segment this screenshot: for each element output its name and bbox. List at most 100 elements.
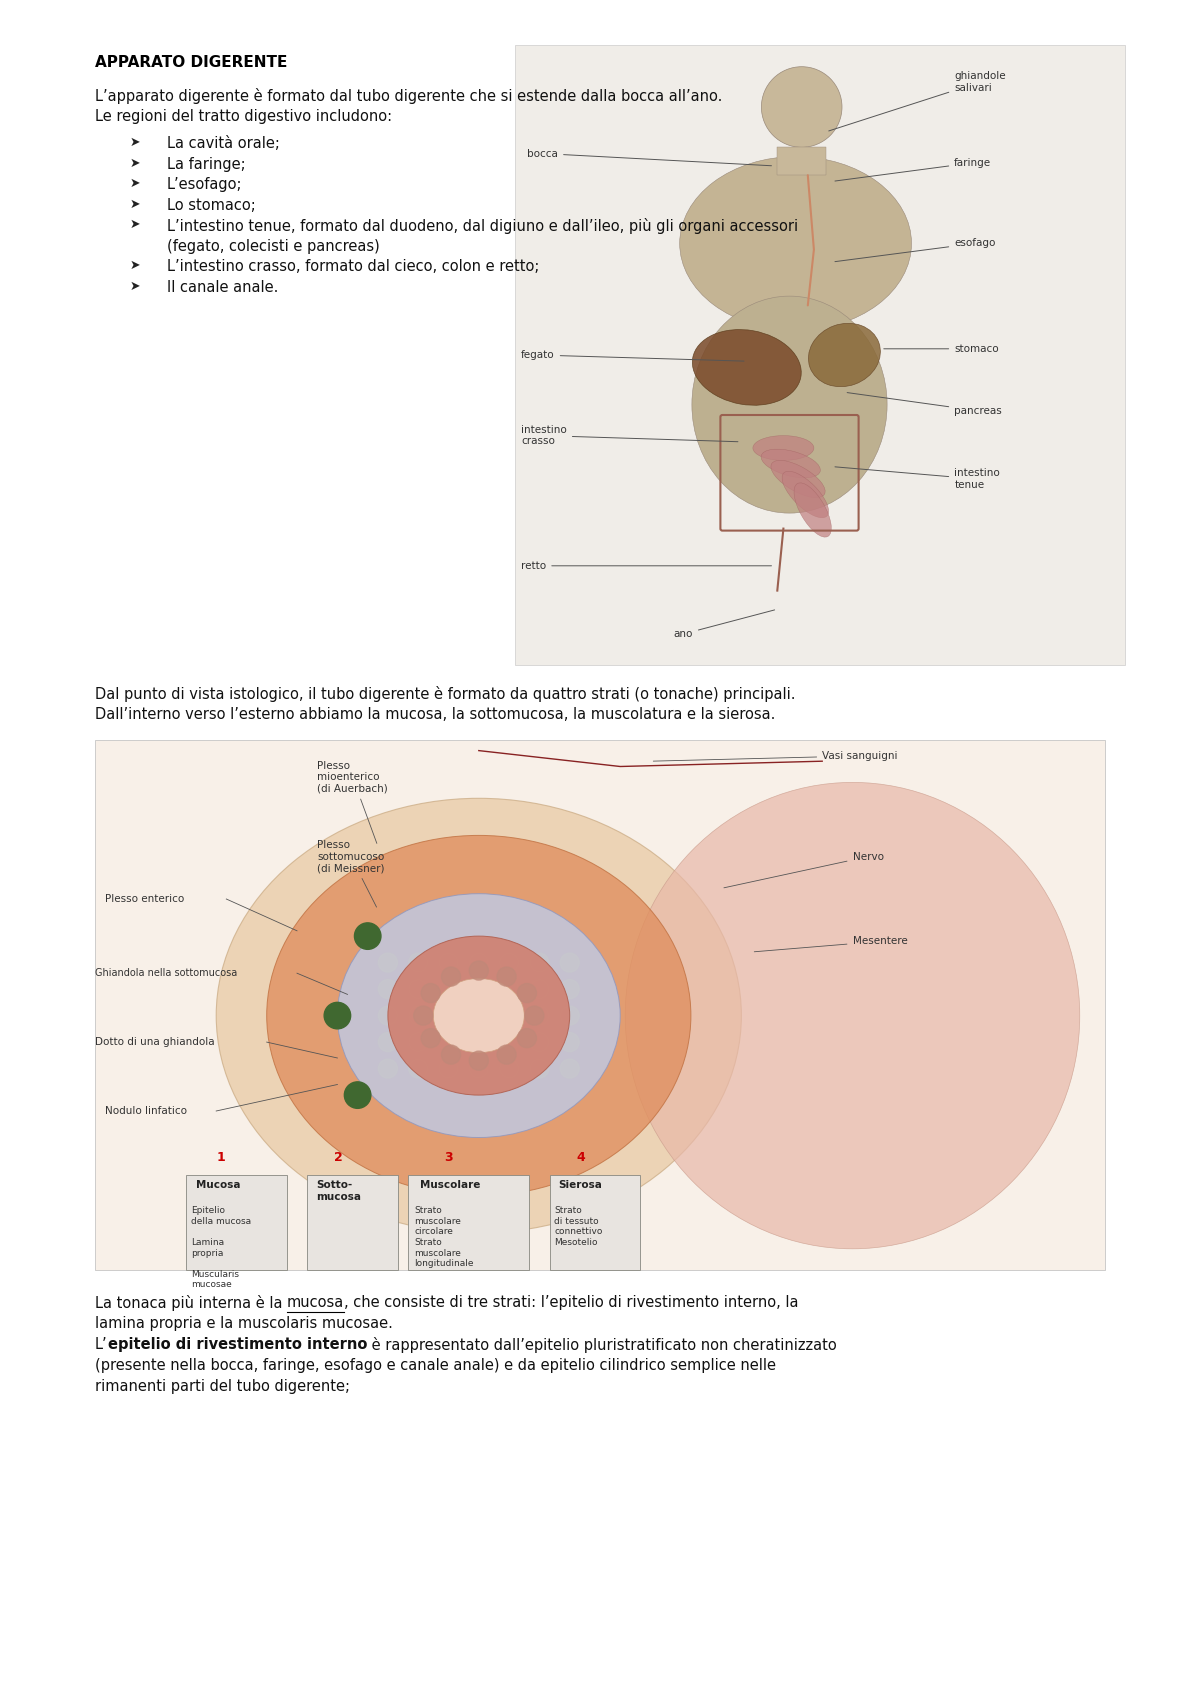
Text: Nervo: Nervo	[724, 852, 883, 888]
Circle shape	[530, 980, 548, 998]
Text: epitelio di rivestimento interno: epitelio di rivestimento interno	[108, 1336, 367, 1352]
Circle shape	[762, 66, 842, 148]
Ellipse shape	[692, 329, 802, 406]
Text: La tonaca più interna è la: La tonaca più interna è la	[95, 1296, 287, 1311]
Text: retto: retto	[521, 560, 772, 571]
Text: fegato: fegato	[521, 350, 744, 362]
Text: ➤: ➤	[130, 177, 140, 190]
Circle shape	[344, 1082, 371, 1109]
Text: 3: 3	[444, 1151, 454, 1165]
Text: Nodulo linfatico: Nodulo linfatico	[106, 1105, 187, 1116]
Text: ➤: ➤	[130, 136, 140, 149]
Text: stomaco: stomaco	[883, 343, 998, 353]
Text: Ghiandola nella sottomucosa: Ghiandola nella sottomucosa	[95, 968, 238, 978]
Text: L’esofago;: L’esofago;	[167, 177, 242, 192]
Circle shape	[439, 1032, 458, 1051]
Ellipse shape	[388, 936, 570, 1095]
Circle shape	[530, 1005, 548, 1026]
Ellipse shape	[770, 460, 826, 498]
Text: Sierosa: Sierosa	[558, 1180, 602, 1190]
Text: Mucosa: Mucosa	[196, 1180, 240, 1190]
Text: è rappresentato dall’epitelio pluristratificato non cheratinizzato: è rappresentato dall’epitelio pluristrat…	[367, 1336, 836, 1353]
Text: (fegato, colecisti e pancreas): (fegato, colecisti e pancreas)	[167, 238, 379, 253]
Text: Strato
muscolare
circolare: Strato muscolare circolare	[414, 1206, 461, 1236]
Text: Muscularis
mucosae: Muscularis mucosae	[191, 1270, 239, 1289]
Circle shape	[499, 1060, 518, 1078]
Text: faringe: faringe	[835, 158, 991, 182]
Circle shape	[439, 1005, 458, 1026]
Bar	[550, 1175, 641, 1270]
Ellipse shape	[809, 323, 881, 387]
Text: L’: L’	[95, 1336, 108, 1352]
Ellipse shape	[794, 482, 832, 537]
Text: 2: 2	[335, 1151, 343, 1165]
Ellipse shape	[761, 450, 821, 477]
Text: Strato
muscolare
longitudinale: Strato muscolare longitudinale	[414, 1238, 474, 1268]
Circle shape	[499, 1032, 518, 1051]
Circle shape	[442, 1044, 461, 1065]
Text: ano: ano	[673, 610, 775, 638]
Circle shape	[530, 1060, 548, 1078]
Text: ➤: ➤	[130, 197, 140, 211]
Circle shape	[414, 1005, 433, 1026]
Text: (presente nella bocca, faringe, esofago e canale anale) e da epitelio cilindrico: (presente nella bocca, faringe, esofago …	[95, 1358, 776, 1374]
Ellipse shape	[337, 893, 620, 1138]
Text: Plesso enterico: Plesso enterico	[106, 895, 185, 903]
Text: ghiandole
salivari: ghiandole salivari	[829, 71, 1006, 131]
Text: esofago: esofago	[835, 238, 996, 261]
Text: intestino
crasso: intestino crasso	[521, 424, 738, 447]
Text: 1: 1	[216, 1151, 224, 1165]
Circle shape	[409, 1060, 427, 1078]
Circle shape	[499, 980, 518, 998]
Circle shape	[560, 980, 580, 998]
Circle shape	[499, 1005, 518, 1026]
Text: Lamina
propria: Lamina propria	[191, 1238, 224, 1258]
Circle shape	[560, 953, 580, 973]
Ellipse shape	[216, 798, 742, 1233]
Text: Vasi sanguigni: Vasi sanguigni	[653, 751, 898, 761]
Circle shape	[409, 953, 427, 973]
Text: Mesotelio: Mesotelio	[554, 1238, 598, 1248]
Circle shape	[409, 1032, 427, 1051]
Text: pancreas: pancreas	[847, 392, 1002, 416]
Circle shape	[439, 980, 458, 998]
Circle shape	[517, 1029, 536, 1048]
Circle shape	[324, 1002, 350, 1029]
Text: APPARATO DIGERENTE: APPARATO DIGERENTE	[95, 54, 287, 70]
Circle shape	[469, 980, 488, 998]
Ellipse shape	[625, 783, 1080, 1248]
Text: ➤: ➤	[130, 280, 140, 292]
Ellipse shape	[692, 295, 887, 513]
Ellipse shape	[679, 156, 912, 329]
Text: La cavità orale;: La cavità orale;	[167, 136, 280, 151]
Bar	[307, 1175, 398, 1270]
Bar	[95, 740, 1105, 1270]
Circle shape	[469, 1005, 488, 1026]
Text: Lo stomaco;: Lo stomaco;	[167, 197, 256, 212]
Text: Epitelio
della mucosa: Epitelio della mucosa	[191, 1206, 251, 1226]
Circle shape	[497, 968, 516, 987]
Circle shape	[378, 980, 397, 998]
Circle shape	[560, 1060, 580, 1078]
Bar	[778, 148, 826, 175]
Text: L’intestino crasso, formato dal cieco, colon e retto;: L’intestino crasso, formato dal cieco, c…	[167, 260, 539, 273]
Circle shape	[409, 980, 427, 998]
Bar	[186, 1175, 287, 1270]
Circle shape	[530, 953, 548, 973]
Bar	[515, 46, 1126, 666]
Text: L’intestino tenue, formato dal duodeno, dal digiuno e dall’ileo, più gli organi : L’intestino tenue, formato dal duodeno, …	[167, 217, 798, 234]
Text: Strato
di tessuto
connettivo: Strato di tessuto connettivo	[554, 1206, 602, 1236]
Text: bocca: bocca	[527, 148, 772, 166]
Text: L’apparato digerente è formato dal tubo digerente che si estende dalla bocca all: L’apparato digerente è formato dal tubo …	[95, 88, 722, 104]
Text: Dal punto di vista istologico, il tubo digerente è formato da quattro strati (o : Dal punto di vista istologico, il tubo d…	[95, 686, 796, 701]
Circle shape	[442, 968, 461, 987]
Text: 4: 4	[577, 1151, 586, 1165]
Circle shape	[499, 953, 518, 973]
Ellipse shape	[782, 472, 829, 518]
Text: Le regioni del tratto digestivo includono:: Le regioni del tratto digestivo includon…	[95, 109, 392, 124]
Circle shape	[517, 983, 536, 1002]
Text: mucosa: mucosa	[287, 1296, 344, 1309]
Text: rimanenti parti del tubo digerente;: rimanenti parti del tubo digerente;	[95, 1379, 350, 1394]
Text: ➤: ➤	[130, 260, 140, 272]
Text: Il canale anale.: Il canale anale.	[167, 280, 278, 294]
